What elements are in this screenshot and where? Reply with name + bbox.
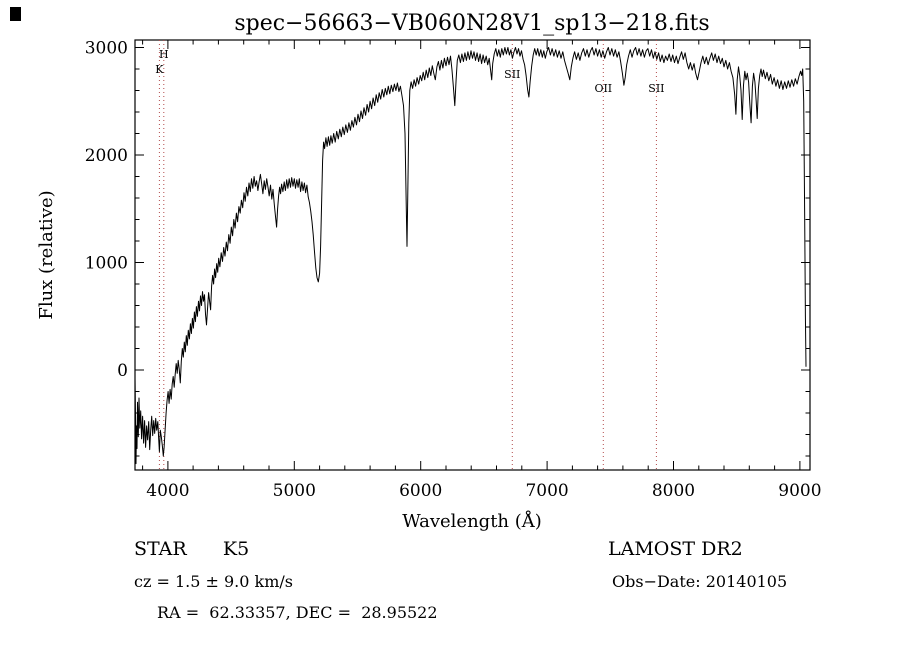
y-tick-label: 2000: [85, 146, 128, 166]
x-tick-label: 9000: [778, 481, 821, 501]
feature-labels-group: HK SII OII SII: [155, 48, 664, 95]
plot-frame: [134, 39, 811, 471]
x-tick-label: 6000: [399, 481, 442, 501]
coordinates-label: RA = 62.33357, DEC = 28.95522: [157, 603, 438, 622]
redshift-velocity-label: cz = 1.5 ± 9.0 km/s: [134, 572, 293, 591]
object-class-label: STAR K5: [134, 538, 250, 560]
y-tick-label: 0: [117, 361, 128, 381]
x-tick-label: 4000: [146, 481, 189, 501]
spectrum-group: [134, 47, 807, 465]
feature-label-h: H: [159, 48, 169, 61]
feature-label-k: K: [155, 63, 164, 76]
y-tick-label: 3000: [85, 39, 128, 59]
y-axis-label: Flux (relative): [36, 190, 57, 319]
x-tick-label: 7000: [525, 481, 568, 501]
x-axis-label: Wavelength (Å): [402, 510, 542, 532]
survey-label: LAMOST DR2: [608, 538, 743, 560]
axis-ticks-group: 4000 5000 6000 7000 8000 9000 0 1000 2000 3000: [85, 39, 822, 502]
y-tick-label: 1000: [85, 254, 128, 274]
chart-title: spec−56663−VB060N28V1_sp13−218.fits: [234, 11, 709, 36]
obs-date-label: Obs−Date: 20140105: [612, 572, 788, 591]
feature-lines-group: [158, 40, 657, 470]
feature-label-sii: SII: [648, 82, 664, 95]
x-tick-label: 5000: [273, 481, 316, 501]
feature-label-oii: OII: [594, 82, 612, 95]
spectrum-line: [134, 47, 807, 465]
cursor-block: [10, 7, 21, 21]
x-tick-label: 8000: [652, 481, 695, 501]
feature-label-sii: SII: [504, 68, 520, 81]
